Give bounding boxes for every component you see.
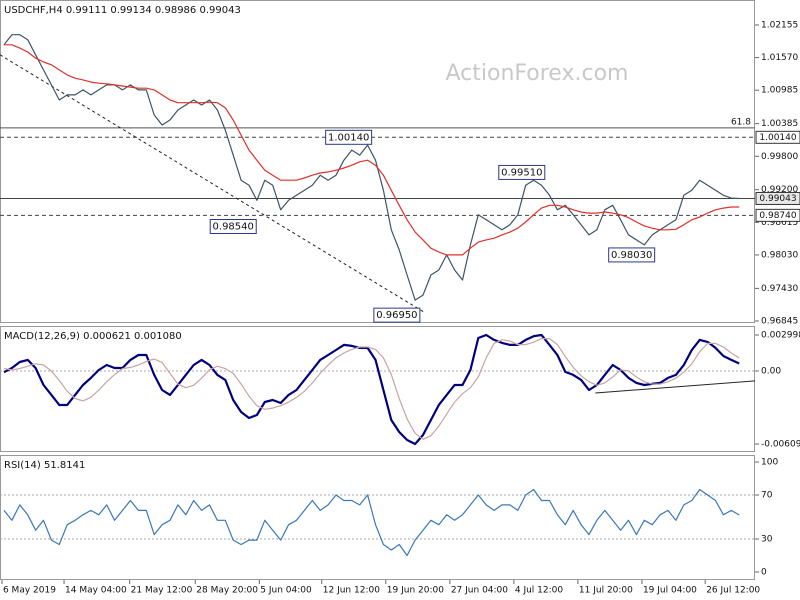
y-tick-label: 1.00385: [761, 119, 798, 129]
x-tick-label: 26 Jul 12:00: [706, 586, 760, 596]
y-tick-label: 1.02155: [761, 20, 798, 30]
x-tick-label: 19 Jul 04:00: [643, 586, 697, 596]
y-tick-label: 1.00985: [761, 86, 798, 96]
annotation-box: [209, 219, 257, 235]
panel-title: RSI(14) 51.8141: [4, 460, 85, 471]
annotation-label: 0.98540: [213, 222, 254, 233]
annotation-label: 0.96950: [376, 310, 417, 321]
annotation-label: 0.99510: [501, 167, 542, 178]
y-tick-label: 0.99200: [761, 185, 798, 195]
x-tick-label: 12 Jun 12:00: [323, 586, 380, 596]
level-tag: [755, 191, 800, 205]
x-tick-label: 6 May 2019: [3, 586, 56, 596]
x-tick-label: 14 May 04:00: [65, 586, 127, 596]
series-line: [3, 34, 740, 301]
y-tick-label: 100: [761, 458, 778, 468]
annotation-label: 0.98030: [611, 250, 652, 261]
level-label: 61.8: [731, 117, 751, 127]
panel-frame: [0, 455, 755, 580]
panel-title: MACD(12,26,9) 0.000621 0.001080: [4, 331, 182, 342]
x-tick-label: 27 Jun 04:00: [451, 586, 508, 596]
annotation-label: 1.00140: [328, 132, 369, 143]
y-tick-label: 0.00: [761, 366, 781, 376]
series-line: [4, 44, 740, 256]
x-tick-label: 21 May 12:00: [131, 586, 193, 596]
panel-frame: [0, 0, 755, 323]
level-tag-label: 0.99043: [759, 194, 796, 204]
annotation-box: [608, 247, 656, 263]
y-tick-label: 0.97430: [761, 284, 798, 294]
series-line: [3, 333, 740, 446]
level-tag: [755, 130, 800, 144]
y-tick-label: 0.98615: [761, 218, 798, 228]
trendline: [595, 380, 756, 394]
y-tick-label: -0.006097: [761, 440, 800, 450]
y-tick-label: 0.98030: [761, 250, 798, 260]
level-tag: [755, 208, 800, 222]
level-tag-label: 1.00140: [759, 133, 796, 143]
y-tick-label: 0: [761, 567, 767, 577]
x-tick-label: 19 Jun 20:00: [387, 586, 444, 596]
y-tick-label: 70: [761, 491, 773, 501]
x-tick-label: 11 Jul 20:00: [579, 586, 633, 596]
y-tick-label: 0.002998: [761, 331, 800, 341]
y-tick-label: 30: [761, 534, 773, 544]
x-tick-label: 28 May 20:00: [196, 586, 258, 596]
level-tag-label: 0.98740: [759, 211, 796, 221]
annotation-box: [498, 164, 546, 180]
panel-title: USDCHF,H4 0.99111 0.99134 0.98986 0.9904…: [4, 5, 241, 16]
y-tick-label: 0.96845: [761, 316, 798, 326]
y-tick-label: 0.99800: [761, 152, 798, 162]
panel-frame: [0, 326, 755, 452]
x-tick-label: 4 Jul 12:00: [515, 586, 564, 596]
y-tick-label: 1.01570: [761, 53, 798, 63]
series-line: [3, 488, 740, 557]
x-tick-label: 5 Jun 04:00: [260, 586, 312, 596]
annotation-box: [373, 307, 421, 323]
series-line: [3, 338, 740, 440]
trendline: [0, 54, 426, 314]
watermark: ActionForex.com: [446, 61, 629, 86]
annotation-box: [325, 129, 373, 145]
